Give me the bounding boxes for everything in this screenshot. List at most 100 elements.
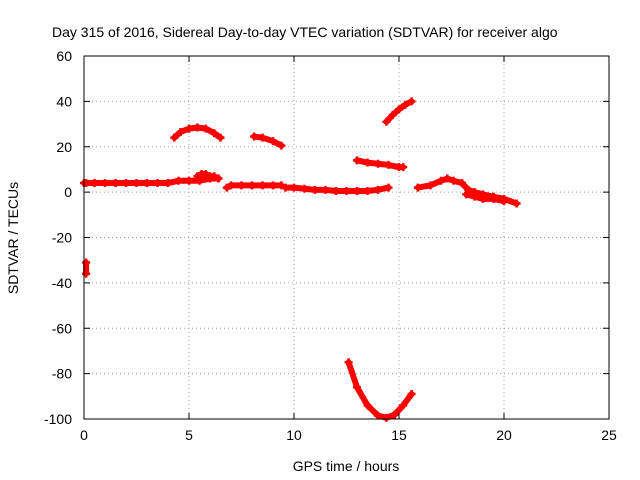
series-baseline-mid: [222, 181, 286, 192]
data-point: [82, 269, 91, 278]
data-point: [174, 176, 183, 185]
data-point: [164, 179, 172, 188]
y-tick-label: -60: [52, 320, 72, 336]
data-point: [170, 133, 179, 142]
chart-title: Day 315 of 2016, Sidereal Day-to-day VTE…: [52, 24, 558, 40]
data-point: [512, 199, 521, 208]
x-tick-label: 25: [601, 427, 617, 443]
data-point: [443, 174, 452, 183]
data-point: [374, 159, 382, 168]
data-point: [111, 179, 120, 188]
data-point: [193, 123, 202, 132]
data-point: [384, 160, 393, 169]
series-arc-5: [170, 123, 225, 142]
series-lower-band-18-20: [462, 190, 508, 206]
data-point: [332, 186, 340, 195]
data-point: [500, 197, 508, 206]
data-point: [363, 186, 372, 195]
data-point: [449, 176, 458, 185]
data-point: [90, 179, 99, 188]
series-arc-13-15: [353, 156, 408, 172]
data-point: [214, 174, 223, 183]
data-point: [401, 100, 410, 109]
data-point: [216, 133, 225, 142]
data-point: [176, 128, 185, 137]
data-point: [281, 183, 290, 192]
data-point: [395, 105, 403, 114]
data-point: [300, 184, 309, 193]
data-point: [437, 176, 445, 185]
y-tick-label: -80: [52, 366, 72, 382]
y-tick-label: 60: [56, 48, 72, 64]
data-point: [353, 186, 361, 195]
series-line: [345, 359, 415, 421]
data-point: [201, 124, 210, 133]
y-tick-label: 20: [56, 139, 72, 155]
data-point: [399, 401, 408, 410]
data-point: [210, 129, 219, 138]
data-point: [382, 413, 391, 422]
data-point: [426, 181, 435, 190]
y-tick-label: -100: [44, 411, 72, 427]
series-bump-5-6: [193, 169, 223, 183]
x-tick-label: 0: [80, 427, 88, 443]
series-line: [251, 133, 285, 149]
data-points: [80, 97, 521, 422]
data-point: [290, 183, 298, 192]
data-point: [143, 179, 151, 188]
data-point: [489, 194, 498, 203]
grid-lines: [84, 56, 609, 419]
data-point: [132, 179, 141, 188]
data-point: [384, 183, 393, 192]
data-point: [462, 190, 471, 199]
series-baseline-early: [80, 174, 223, 188]
data-point: [342, 186, 351, 195]
series-outliers-start: [82, 258, 91, 278]
data-point: [388, 110, 397, 119]
y-tick-label: -20: [52, 230, 72, 246]
tick-labels: 0 5 10 15 20 25 -100 -80 -60 -40 -20 0 20 40 60: [44, 48, 617, 443]
series-dip-14: [344, 358, 416, 422]
data-point: [82, 179, 91, 188]
data-point: [344, 358, 353, 367]
data-point: [458, 179, 466, 188]
data-point: [122, 179, 130, 188]
data-point: [153, 179, 162, 188]
data-point: [374, 185, 382, 194]
axis-ticks: [83, 55, 610, 420]
data-point: [227, 181, 235, 190]
data-point: [210, 172, 219, 181]
data-point: [353, 156, 361, 165]
data-point: [269, 181, 277, 190]
data-point: [222, 183, 231, 192]
data-point: [277, 141, 286, 150]
x-tick-label: 20: [496, 427, 512, 443]
data-point: [101, 179, 109, 188]
data-point: [382, 117, 391, 126]
data-point: [353, 383, 361, 392]
data-point: [407, 390, 416, 399]
x-axis-label: GPS time / hours: [293, 458, 400, 474]
data-point: [321, 185, 330, 194]
x-tick-label: 15: [391, 427, 407, 443]
data-point: [363, 401, 372, 410]
data-point: [479, 194, 487, 203]
data-point: [250, 132, 259, 141]
x-tick-label: 5: [185, 427, 193, 443]
y-tick-label: 40: [56, 93, 72, 109]
data-point: [407, 97, 416, 106]
y-tick-label: 0: [64, 184, 72, 200]
data-point: [248, 181, 256, 190]
data-point: [311, 185, 319, 194]
data-point: [185, 124, 193, 133]
y-axis-label: SDTVAR / TECUs: [5, 182, 21, 294]
data-point: [390, 410, 399, 419]
data-point: [258, 181, 267, 190]
y-tick-label: -40: [52, 275, 72, 291]
data-point: [185, 176, 193, 185]
data-point: [258, 133, 267, 142]
data-point: [470, 192, 479, 201]
series-arc-8-9: [250, 132, 286, 150]
x-tick-label: 10: [286, 427, 302, 443]
